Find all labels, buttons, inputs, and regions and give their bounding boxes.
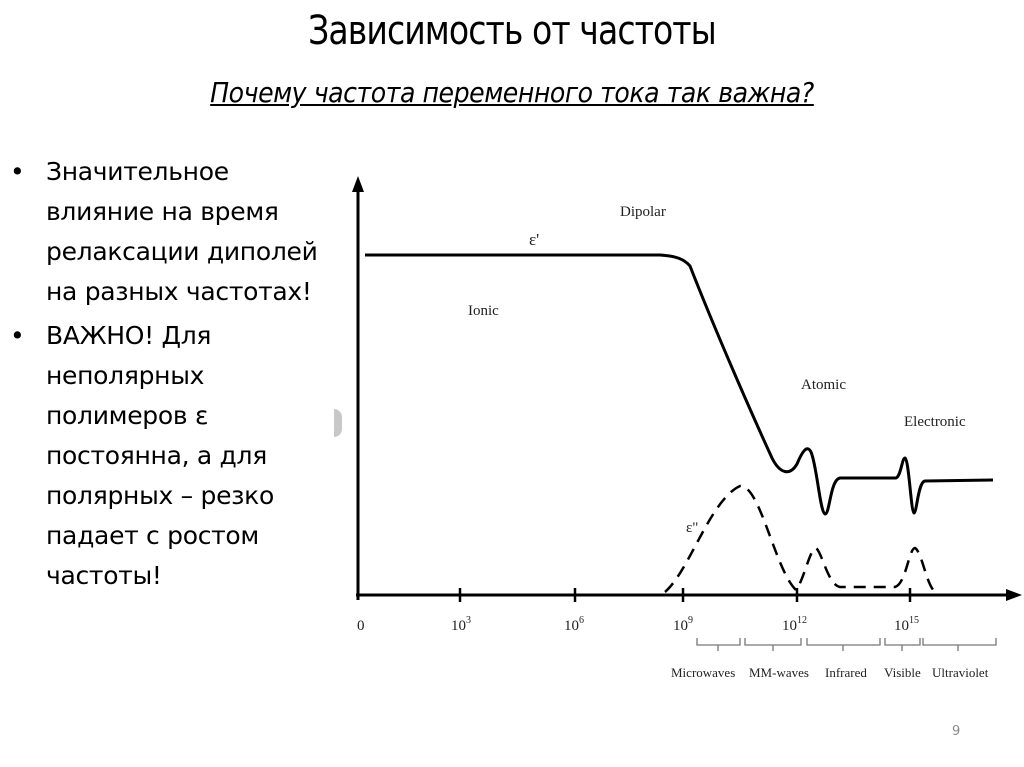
region-label-electronic: Electronic — [904, 414, 966, 430]
page-number: 9 — [952, 724, 961, 739]
decorative-edge-mark — [334, 409, 342, 437]
bullet-marker: • — [10, 321, 25, 350]
tick-label-exp: 3 — [466, 615, 471, 626]
svg-text:103: 103 — [451, 615, 471, 634]
region-label-dipolar: Dipolar — [620, 204, 666, 220]
bullet-text: Значительное влияние на время релаксации… — [46, 157, 318, 306]
bullet-item: • ВАЖНО! Для неполярных полимеров ε пост… — [0, 316, 340, 596]
region-label-atomic: Atomic — [801, 377, 846, 393]
tick-label-base: 10 — [782, 618, 797, 634]
slide-title: Зависимость от частоты — [308, 8, 717, 54]
tick-label-base: 10 — [564, 618, 579, 634]
tick-label-base: 10 — [451, 618, 466, 634]
x-axis-arrow-icon — [1006, 589, 1022, 601]
slide-subtitle: Почему частота переменного тока так важн… — [210, 76, 814, 109]
bullet-text: ВАЖНО! Для неполярных полимеров ε постоя… — [46, 321, 274, 590]
bullet-item: • Значительное влияние на время релаксац… — [0, 152, 340, 312]
bullet-list: • Значительное влияние на время релаксац… — [0, 152, 340, 600]
band-infrared: Infrared — [825, 665, 867, 680]
band-microwaves: Microwaves — [671, 665, 735, 680]
tick-label-exp: 6 — [579, 615, 584, 626]
svg-text:109: 109 — [673, 615, 693, 634]
tick-label-exp: 12 — [797, 615, 807, 626]
spectrum-brackets — [696, 638, 997, 651]
tick-label-base: 10 — [894, 618, 909, 634]
bullet-marker: • — [10, 157, 25, 186]
band-visible: Visible — [884, 665, 921, 680]
tick-label: 0 — [357, 618, 365, 634]
band-mm-waves: MM-waves — [749, 665, 809, 680]
x-ticks — [458, 588, 912, 602]
tick-label-exp: 15 — [909, 615, 919, 626]
svg-text:1015: 1015 — [894, 615, 919, 634]
region-label-ionic: Ionic — [468, 303, 499, 319]
spectrum-band-labels: Microwaves MM-waves Infrared Visible Ult… — [671, 665, 989, 680]
y-axis-arrow-icon — [352, 176, 364, 192]
x-tick-labels: 0 103 106 109 1012 1015 — [357, 615, 919, 634]
tick-label-exp: 9 — [688, 615, 693, 626]
series-epsilon-double-prime — [664, 484, 936, 593]
curve-label-epsilon-prime: ε' — [529, 230, 539, 249]
tick-label-base: 10 — [673, 618, 688, 634]
svg-text:106: 106 — [564, 615, 584, 634]
curve-label-epsilon-double-prime: ε" — [686, 520, 698, 536]
series-epsilon-prime — [365, 253, 994, 516]
band-ultraviolet: Ultraviolet — [932, 665, 989, 680]
svg-text:1012: 1012 — [782, 615, 807, 634]
